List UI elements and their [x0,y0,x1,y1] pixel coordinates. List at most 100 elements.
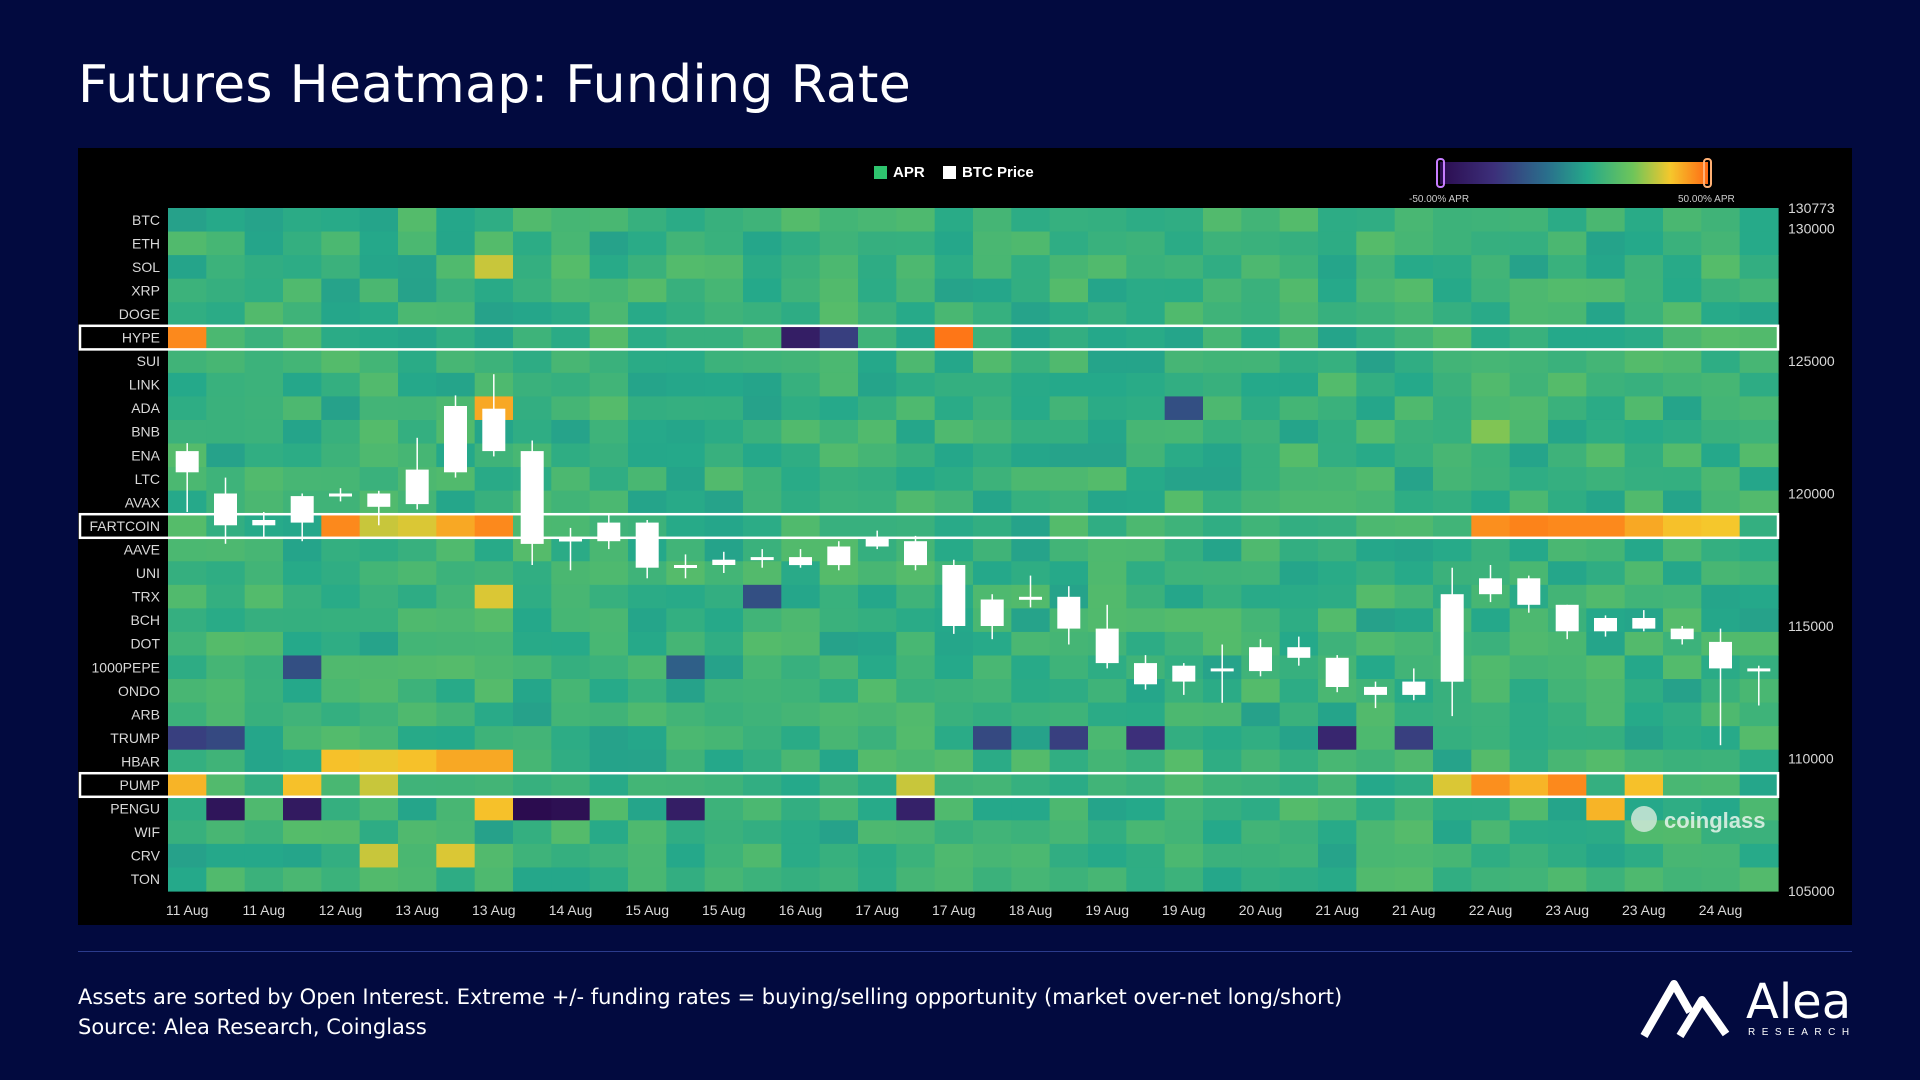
heatmap-cell [1663,419,1702,445]
heatmap-cell [1049,655,1089,680]
heatmap-cell [1586,278,1626,303]
heatmap-cell [666,302,706,327]
heatmap-cell [704,608,744,633]
heatmap-cell [743,631,782,657]
heatmap-cell [1126,231,1166,256]
heatmap-cell [704,726,744,751]
heatmap-cell [1088,843,1127,869]
heatmap-cell [781,372,821,398]
heatmap-cell [551,278,591,303]
colorbar-min-handle[interactable] [1436,158,1445,188]
heatmap-cell [858,278,897,303]
heatmap-cell [1126,726,1166,751]
heatmap-cell [1739,726,1779,751]
heatmap-cell [819,467,859,492]
heatmap-cell [973,255,1012,280]
heatmap-cell [398,514,437,539]
heatmap-cell [819,796,859,821]
heatmap-cell [398,631,437,657]
heatmap-cell [1279,349,1319,374]
heatmap-cell [819,584,859,609]
heatmap-cell [1471,325,1511,350]
heatmap-cell [781,514,821,539]
heatmap-cell [398,655,437,680]
heatmap-cell [628,796,667,821]
heatmap-cell [359,843,399,869]
heatmap-cell [398,820,437,845]
colorbar-max-handle[interactable] [1703,158,1712,188]
heatmap-cell [1356,208,1396,233]
heatmap-cell [1318,278,1357,303]
heatmap-cell [206,749,246,774]
heatmap-cell [1126,349,1166,374]
heatmap-cell [704,773,744,798]
heatmap-cell [1548,255,1587,280]
heatmap-cell [1318,514,1357,539]
heatmap-cell [1011,655,1051,680]
heatmap-cell [934,372,974,398]
heatmap-cell [206,302,246,327]
heatmap-cell [206,843,246,869]
btc-candle [712,551,736,573]
heatmap-cell [1203,726,1242,751]
heatmap-cell [1164,372,1204,398]
heatmap-cell [1509,679,1549,704]
btc-candle [1555,604,1579,640]
heatmap-cell [321,396,361,421]
heatmap-cell [513,796,552,821]
heatmap-cell [168,514,207,539]
heatmap-cell [1088,325,1127,350]
heatmap-cell [628,396,667,421]
row-label: SUI [137,353,160,369]
heatmap-cell [1356,726,1396,751]
heatmap-cell [244,396,284,421]
heatmap-cell [1164,349,1204,374]
x-axis-ticks: 11 Aug 11 Aug 12 Aug 13 Aug 13 Aug 14 Aug 15 A… [166,902,1742,918]
heatmap-cell [1356,820,1396,845]
heatmap-cell [1509,278,1549,303]
heatmap-cell [244,773,284,798]
y-tick-label: 115000 [1788,618,1834,634]
heatmap-cell [934,867,974,892]
heatmap-cell [1318,255,1357,280]
heatmap-cell [896,867,936,892]
heatmap-cell [896,490,936,515]
heatmap-cell [819,820,859,845]
heatmap-cell [436,749,476,774]
heatmap-cell [1433,820,1472,845]
heatmap-cell [1433,443,1472,468]
heatmap-cell [896,843,936,869]
legend-label-btc-price: BTC Price [962,164,1034,181]
heatmap-cell [896,726,936,751]
heatmap-cell [704,514,744,539]
heatmap-cell [743,679,782,704]
heatmap-cell [743,584,782,609]
x-tick-label: 19 Aug [1085,902,1129,918]
funding-heatmap-chart: BTC ETH SOL XRP DOGE HYPE SUI LINK ADA BNB ENA LTC A… [78,148,1852,925]
heatmap-cell [1011,679,1051,704]
heatmap-cell [1164,867,1204,892]
heatmap-cell [819,372,859,398]
heatmap-cell [1203,255,1242,280]
heatmap-cell [704,419,744,445]
heatmap-cell [1011,278,1051,303]
heatmap-cell [1509,537,1549,562]
heatmap-cell [283,631,322,657]
x-tick-label: 11 Aug [166,902,209,918]
heatmap-cell [704,702,744,727]
btc-candle-body [175,451,199,473]
y-tick-label: 110000 [1788,751,1834,767]
heatmap-cell [666,278,706,303]
row-label: ETH [132,235,160,251]
heatmap-cell [321,679,361,704]
heatmap-cell [1701,561,1741,586]
heatmap-cell [781,679,821,704]
heatmap-cell [1203,325,1242,350]
heatmap-cell [1663,679,1702,704]
heatmap-cell [1471,231,1511,256]
heatmap-cell [1279,419,1319,445]
heatmap-cell [1279,820,1319,845]
heatmap-cell [934,820,974,845]
heatmap-cell [1318,372,1357,398]
heatmap-cell [244,325,284,350]
